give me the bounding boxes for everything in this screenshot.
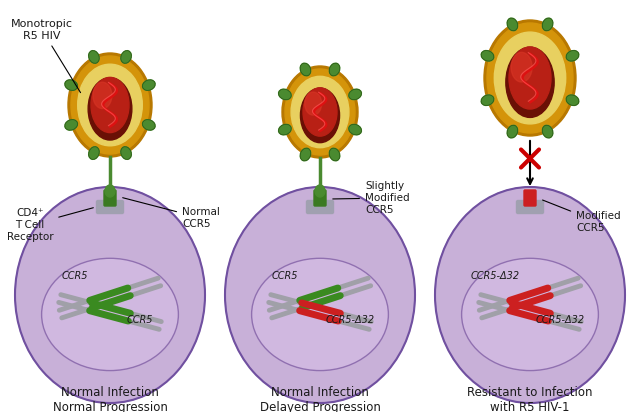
Ellipse shape [121, 147, 131, 159]
Ellipse shape [143, 119, 155, 130]
Text: Normal
CCR5: Normal CCR5 [123, 198, 220, 229]
Ellipse shape [300, 88, 340, 143]
Text: CCR5-Δ32: CCR5-Δ32 [536, 315, 584, 325]
Ellipse shape [506, 47, 554, 117]
Ellipse shape [509, 47, 551, 109]
Ellipse shape [89, 147, 99, 159]
Text: Normal Infection
Delayed Progression: Normal Infection Delayed Progression [260, 386, 380, 412]
Ellipse shape [105, 185, 115, 197]
Ellipse shape [481, 51, 494, 61]
Ellipse shape [65, 119, 77, 130]
Ellipse shape [89, 51, 99, 63]
Ellipse shape [278, 89, 291, 100]
Ellipse shape [566, 95, 579, 105]
Ellipse shape [330, 148, 340, 161]
Ellipse shape [507, 18, 518, 31]
Ellipse shape [300, 63, 310, 76]
Ellipse shape [435, 187, 625, 403]
FancyBboxPatch shape [97, 201, 124, 213]
Text: CCR5: CCR5 [127, 315, 153, 325]
Ellipse shape [65, 80, 77, 90]
Text: CD4⁺
T Cell
Receptor: CD4⁺ T Cell Receptor [6, 208, 93, 241]
Ellipse shape [282, 66, 358, 158]
Ellipse shape [487, 23, 573, 133]
Text: Resistant to Infection
with R5 HIV-1: Resistant to Infection with R5 HIV-1 [467, 386, 593, 412]
Ellipse shape [93, 82, 112, 109]
FancyBboxPatch shape [524, 190, 536, 206]
FancyBboxPatch shape [307, 201, 333, 213]
Ellipse shape [143, 80, 155, 90]
Ellipse shape [542, 125, 553, 138]
Ellipse shape [494, 32, 566, 124]
Ellipse shape [15, 187, 205, 403]
Ellipse shape [252, 258, 388, 371]
Text: CCR5-Δ32: CCR5-Δ32 [325, 315, 374, 325]
Text: CCR5: CCR5 [272, 271, 298, 281]
Ellipse shape [315, 185, 325, 197]
Ellipse shape [291, 76, 349, 147]
FancyBboxPatch shape [104, 190, 116, 206]
Ellipse shape [305, 92, 322, 115]
Ellipse shape [566, 51, 579, 61]
Ellipse shape [278, 124, 291, 135]
Ellipse shape [484, 20, 576, 136]
Ellipse shape [349, 124, 362, 135]
FancyBboxPatch shape [516, 201, 543, 213]
Ellipse shape [77, 64, 142, 146]
Text: Slightly
Modified
CCR5: Slightly Modified CCR5 [333, 181, 410, 215]
Ellipse shape [461, 258, 598, 371]
Ellipse shape [481, 95, 494, 105]
FancyBboxPatch shape [314, 190, 326, 206]
Ellipse shape [42, 258, 179, 371]
Ellipse shape [91, 77, 129, 133]
Ellipse shape [303, 88, 337, 136]
Ellipse shape [68, 53, 152, 157]
Text: CCR5-Δ32: CCR5-Δ32 [470, 271, 520, 281]
Ellipse shape [542, 18, 553, 31]
Ellipse shape [121, 51, 131, 63]
Ellipse shape [285, 69, 355, 155]
Ellipse shape [300, 148, 310, 161]
Text: Normal Infection
Normal Progression: Normal Infection Normal Progression [52, 386, 168, 412]
Text: Modified
CCR5: Modified CCR5 [543, 200, 621, 233]
Text: Monotropic
R5 HIV: Monotropic R5 HIV [11, 19, 81, 93]
Ellipse shape [507, 125, 518, 138]
Text: CCR5: CCR5 [61, 271, 88, 281]
Ellipse shape [88, 77, 132, 140]
Ellipse shape [349, 89, 362, 100]
Ellipse shape [71, 56, 149, 154]
Ellipse shape [225, 187, 415, 403]
Ellipse shape [330, 63, 340, 76]
Ellipse shape [511, 52, 532, 82]
